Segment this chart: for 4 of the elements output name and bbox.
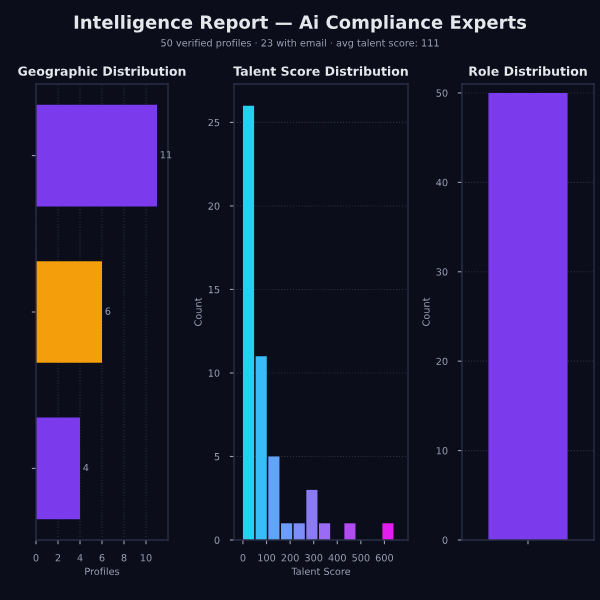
bar bbox=[36, 417, 80, 520]
bar bbox=[36, 261, 102, 363]
bar bbox=[36, 104, 157, 207]
text: Intelligence Report — Ai Compliance Experts bbox=[74, 15, 527, 33]
